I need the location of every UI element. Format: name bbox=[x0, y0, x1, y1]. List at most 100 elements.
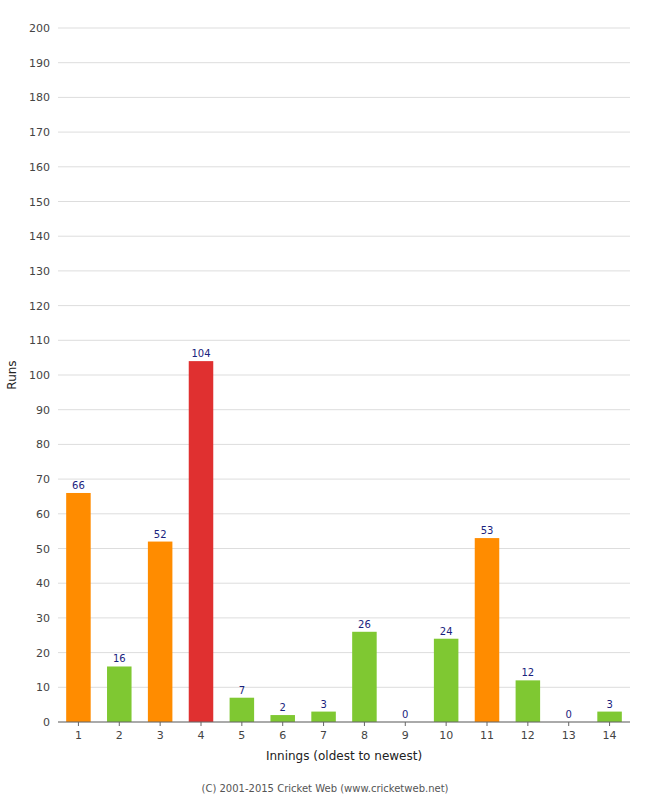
y-tick-label: 60 bbox=[36, 508, 50, 521]
y-axis-label: Runs bbox=[5, 360, 19, 389]
grid-line bbox=[58, 201, 630, 202]
y-tick-label: 30 bbox=[36, 612, 50, 625]
data-label: 0 bbox=[566, 709, 572, 720]
grid-line bbox=[58, 375, 630, 376]
bar bbox=[311, 712, 336, 722]
y-tick-label: 90 bbox=[36, 404, 50, 417]
grid-line bbox=[58, 236, 630, 237]
bar bbox=[148, 542, 173, 722]
bar bbox=[597, 712, 622, 722]
grid-line bbox=[58, 28, 630, 29]
data-label: 24 bbox=[440, 626, 453, 637]
x-tick-label: 3 bbox=[157, 729, 164, 742]
x-axis-line bbox=[58, 722, 630, 723]
y-tick-label: 190 bbox=[29, 57, 50, 70]
data-label: 3 bbox=[606, 699, 612, 710]
x-tick-label: 9 bbox=[402, 729, 409, 742]
data-label: 16 bbox=[113, 653, 126, 664]
bar bbox=[516, 680, 541, 722]
grid-line bbox=[58, 409, 630, 410]
bar bbox=[475, 538, 500, 722]
x-tick-label: 14 bbox=[603, 729, 617, 742]
bar bbox=[270, 715, 295, 722]
data-label: 66 bbox=[72, 480, 85, 491]
footer: (C) 2001-2015 Cricket Web (www.cricketwe… bbox=[202, 783, 449, 794]
y-tick-label: 20 bbox=[36, 647, 50, 660]
x-tick-label: 1 bbox=[75, 729, 82, 742]
data-label: 2 bbox=[280, 702, 286, 713]
x-tick-label: 6 bbox=[279, 729, 286, 742]
x-tick bbox=[201, 722, 202, 726]
x-tick-label: 12 bbox=[521, 729, 535, 742]
x-tick bbox=[160, 722, 161, 726]
y-tick-label: 140 bbox=[29, 230, 50, 243]
x-axis-label: Innings (oldest to newest) bbox=[266, 749, 422, 763]
grid-line bbox=[58, 166, 630, 167]
x-tick bbox=[241, 722, 242, 726]
grid-line bbox=[58, 340, 630, 341]
bar bbox=[107, 666, 132, 722]
data-label: 52 bbox=[154, 529, 167, 540]
grid-line bbox=[58, 513, 630, 514]
y-tick-label: 120 bbox=[29, 300, 50, 313]
grid-line bbox=[58, 583, 630, 584]
y-tick-label: 70 bbox=[36, 473, 50, 486]
x-tick-label: 13 bbox=[562, 729, 576, 742]
grid-line bbox=[58, 132, 630, 133]
bars bbox=[66, 361, 622, 722]
bar bbox=[66, 493, 91, 722]
y-tick-label: 0 bbox=[43, 716, 50, 729]
grid-line bbox=[58, 270, 630, 271]
x-tick-label: 7 bbox=[320, 729, 327, 742]
chart-svg: 0102030405060708090100110120130140150160… bbox=[0, 0, 650, 800]
y-grid bbox=[58, 28, 630, 722]
data-label: 3 bbox=[320, 699, 326, 710]
x-tick-label: 5 bbox=[238, 729, 245, 742]
x-tick-label: 4 bbox=[198, 729, 205, 742]
x-tick-label: 2 bbox=[116, 729, 123, 742]
y-tick-label: 110 bbox=[29, 334, 50, 347]
x-tick bbox=[568, 722, 569, 726]
data-label: 26 bbox=[358, 619, 371, 630]
grid-line bbox=[58, 97, 630, 98]
grid-line bbox=[58, 687, 630, 688]
x-tick bbox=[487, 722, 488, 726]
y-tick-label: 40 bbox=[36, 577, 50, 590]
bar bbox=[352, 632, 377, 722]
data-label: 53 bbox=[481, 525, 494, 536]
y-tick-label: 50 bbox=[36, 543, 50, 556]
grid-line bbox=[58, 62, 630, 63]
y-tick-label: 10 bbox=[36, 681, 50, 694]
grid-line bbox=[58, 479, 630, 480]
y-tick-label: 200 bbox=[29, 22, 50, 35]
x-tick bbox=[323, 722, 324, 726]
x-tick-label: 10 bbox=[439, 729, 453, 742]
x-tick bbox=[609, 722, 610, 726]
data-label: 12 bbox=[521, 667, 534, 678]
bar bbox=[230, 698, 255, 722]
grid-line bbox=[58, 617, 630, 618]
x-tick bbox=[527, 722, 528, 726]
x-tick bbox=[119, 722, 120, 726]
y-tick-label: 100 bbox=[29, 369, 50, 382]
grid-line bbox=[58, 722, 630, 723]
y-tick-label: 150 bbox=[29, 196, 50, 209]
grid-line bbox=[58, 305, 630, 306]
grid-line bbox=[58, 652, 630, 653]
x-tick-label: 8 bbox=[361, 729, 368, 742]
bar bbox=[434, 639, 459, 722]
x-tick bbox=[78, 722, 79, 726]
chart-container: 0102030405060708090100110120130140150160… bbox=[0, 0, 650, 800]
x-tick bbox=[364, 722, 365, 726]
y-tick-label: 170 bbox=[29, 126, 50, 139]
y-tick-label: 160 bbox=[29, 161, 50, 174]
data-label: 104 bbox=[191, 348, 210, 359]
y-tick-label: 130 bbox=[29, 265, 50, 278]
x-tick bbox=[446, 722, 447, 726]
x-tick-label: 11 bbox=[480, 729, 494, 742]
bar bbox=[189, 361, 214, 722]
grid-line bbox=[58, 444, 630, 445]
y-tick-label: 180 bbox=[29, 91, 50, 104]
data-label: 0 bbox=[402, 709, 408, 720]
grid-line bbox=[58, 548, 630, 549]
